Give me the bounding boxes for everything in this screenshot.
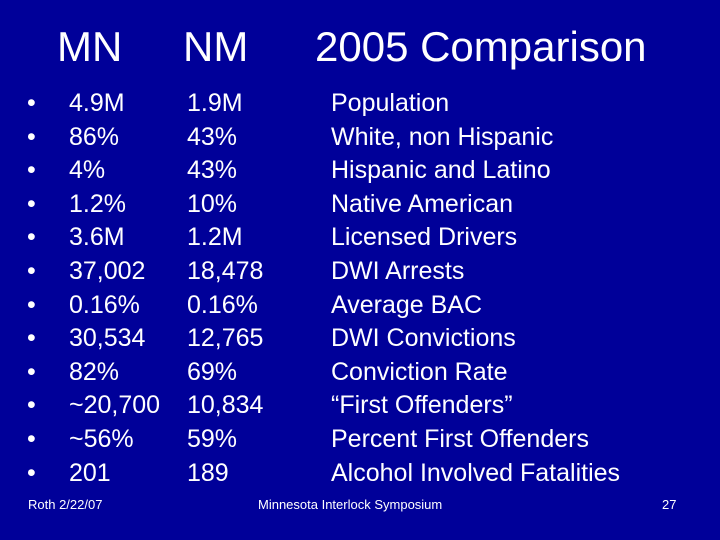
list-item: • 86% 43% White, non Hispanic xyxy=(0,121,720,154)
nm-value: 10% xyxy=(187,189,238,218)
metric-label: DWI Convictions xyxy=(331,324,516,353)
list-item: • 4.9M 1.9M Population xyxy=(0,87,720,120)
list-item: • ~20,700 10,834 “First Offenders” xyxy=(0,389,720,422)
header-nm: NM xyxy=(183,23,249,70)
mn-value: 82% xyxy=(69,357,120,386)
header-comparison: 2005 Comparison xyxy=(315,23,647,70)
metric-label: Percent First Offenders xyxy=(331,425,589,453)
mn-value: 37,002 xyxy=(69,257,146,285)
header-mn: MN xyxy=(57,23,123,70)
nm-value: 69% xyxy=(187,357,238,386)
mn-value: ~20,700 xyxy=(69,391,161,420)
bullet-icon: • xyxy=(27,122,36,151)
list-item: • 30,534 12,765 DWI Convictions xyxy=(0,322,720,355)
list-item: • 201 189 Alcohol Involved Fatalities xyxy=(0,457,720,490)
metric-label: Population xyxy=(331,89,450,117)
mn-value: 3.6M xyxy=(69,223,125,252)
nm-value: 43% xyxy=(187,156,238,185)
metric-label: “First Offenders” xyxy=(331,391,513,420)
metric-label: Licensed Drivers xyxy=(331,223,518,252)
list-item: • 82% 69% Conviction Rate xyxy=(0,356,720,389)
nm-value: 18,478 xyxy=(187,257,264,285)
mn-value: 1.2% xyxy=(69,189,126,218)
metric-label: DWI Arrests xyxy=(331,257,465,285)
metric-label: Conviction Rate xyxy=(331,357,508,386)
metric-label: Average BAC xyxy=(331,290,483,319)
mn-value: 4% xyxy=(69,156,106,185)
metric-label: White, non Hispanic xyxy=(331,122,554,151)
metric-label: Alcohol Involved Fatalities xyxy=(331,458,621,487)
mn-value: ~56% xyxy=(69,425,134,453)
bullet-icon: • xyxy=(27,223,36,252)
nm-value: 1.2M xyxy=(187,223,243,252)
nm-value: 43% xyxy=(187,122,238,151)
mn-value: 0.16% xyxy=(69,290,140,319)
list-item: • ~56% 59% Percent First Offenders xyxy=(0,423,720,456)
mn-value: 4.9M xyxy=(69,89,125,117)
list-item: • 4% 43% Hispanic and Latino xyxy=(0,154,720,187)
nm-value: 12,765 xyxy=(187,324,264,353)
list-item: • 37,002 18,478 DWI Arrests xyxy=(0,255,720,288)
nm-value: 10,834 xyxy=(187,391,264,420)
bullet-icon: • xyxy=(27,290,36,319)
nm-value: 0.16% xyxy=(187,290,258,319)
bullet-icon: • xyxy=(27,391,36,420)
bullet-icon: • xyxy=(27,257,36,285)
slide-number: 27 xyxy=(662,497,677,512)
list-item: • 1.2% 10% Native American xyxy=(0,188,720,221)
mn-value: 30,534 xyxy=(69,324,146,353)
bullet-icon: • xyxy=(27,357,36,386)
list-item: • 0.16% 0.16% Average BAC xyxy=(0,289,720,322)
bullet-icon: • xyxy=(27,425,36,453)
metric-label: Native American xyxy=(331,189,514,218)
nm-value: 59% xyxy=(187,425,238,453)
mn-value: 86% xyxy=(69,122,120,151)
list-item: • 3.6M 1.2M Licensed Drivers xyxy=(0,221,720,254)
footer-author-date: Roth 2/22/07 xyxy=(28,497,103,512)
bullet-icon: • xyxy=(27,458,36,487)
bullet-icon: • xyxy=(27,156,36,185)
footer-event-name: Minnesota Interlock Symposium xyxy=(258,497,443,512)
bullet-icon: • xyxy=(27,324,36,353)
mn-value: 201 xyxy=(69,458,111,487)
metric-label: Hispanic and Latino xyxy=(331,156,551,185)
nm-value: 189 xyxy=(187,458,229,487)
bullet-icon: • xyxy=(27,189,36,218)
nm-value: 1.9M xyxy=(187,89,243,117)
bullet-icon: • xyxy=(27,89,36,117)
